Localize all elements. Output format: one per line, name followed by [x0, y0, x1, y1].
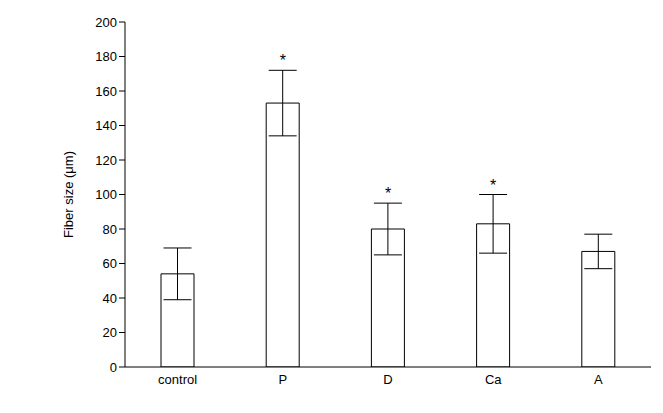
svg-text:0: 0: [110, 360, 117, 375]
svg-text:*: *: [385, 185, 391, 202]
svg-text:20: 20: [103, 325, 117, 340]
svg-text:*: *: [280, 52, 286, 69]
svg-text:D: D: [383, 372, 392, 387]
svg-text:140: 140: [95, 118, 117, 133]
svg-text:A: A: [594, 372, 603, 387]
svg-text:control: control: [158, 372, 197, 387]
svg-text:P: P: [278, 372, 287, 387]
svg-text:100: 100: [95, 187, 117, 202]
svg-text:60: 60: [103, 256, 117, 271]
svg-text:120: 120: [95, 153, 117, 168]
svg-text:160: 160: [95, 84, 117, 99]
svg-text:Fiber size (μm): Fiber size (μm): [61, 151, 76, 238]
svg-text:*: *: [490, 177, 496, 194]
svg-text:180: 180: [95, 49, 117, 64]
svg-text:200: 200: [95, 15, 117, 30]
svg-text:40: 40: [103, 291, 117, 306]
svg-text:Ca: Ca: [485, 372, 502, 387]
svg-text:80: 80: [103, 222, 117, 237]
